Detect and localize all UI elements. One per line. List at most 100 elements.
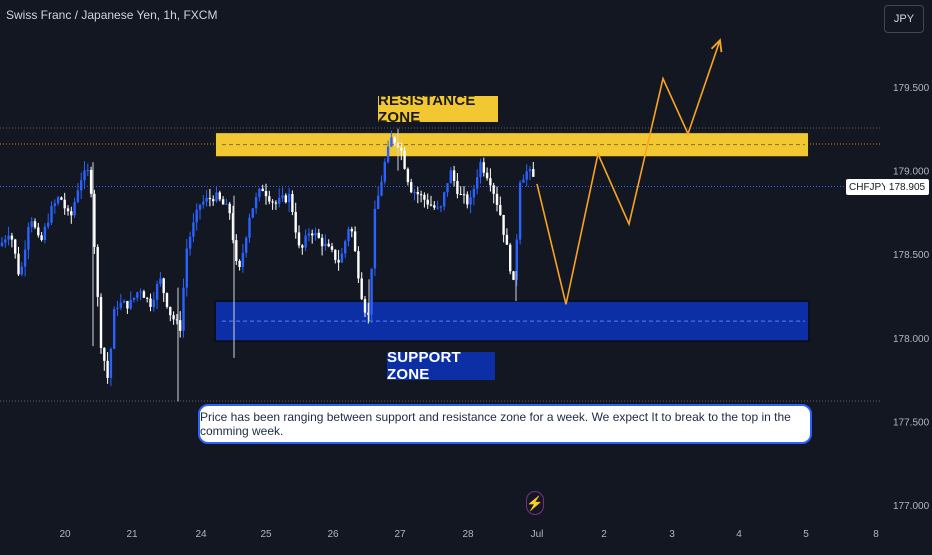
candle-body	[139, 291, 142, 293]
candle-body	[452, 170, 456, 181]
candle-body	[241, 252, 245, 268]
candle-body	[324, 243, 327, 247]
candle-body	[33, 221, 37, 228]
x-tick-label: 4	[736, 529, 742, 540]
candle-body	[198, 204, 202, 210]
candle-body	[235, 240, 238, 261]
candle-body	[7, 235, 10, 240]
candle-body	[271, 201, 274, 203]
candle-body	[459, 194, 462, 196]
candle-body	[268, 196, 271, 202]
candle-body	[66, 208, 70, 212]
candle-body	[251, 208, 254, 218]
lightning-icon[interactable]: ⚡	[526, 491, 544, 515]
candle-body	[502, 215, 505, 235]
candle-body	[393, 137, 396, 143]
candle-body	[413, 191, 416, 193]
last-price-tag: 178.905	[885, 179, 929, 195]
x-tick-label: 24	[195, 529, 207, 540]
candle-body	[423, 194, 426, 200]
candle-body	[146, 297, 149, 299]
candle-body	[245, 237, 248, 253]
candle-body	[30, 221, 33, 227]
annotation-text: Price has been ranging between support a…	[200, 410, 791, 438]
candle-body	[350, 228, 353, 232]
candle-body	[159, 278, 162, 285]
candle-body	[162, 278, 165, 294]
candle-body	[47, 222, 50, 227]
candle-body	[228, 203, 231, 214]
candle-body	[297, 232, 301, 246]
candle-body	[93, 193, 96, 248]
candle-body	[254, 197, 258, 209]
candle-body	[165, 293, 169, 307]
candle-body	[476, 177, 479, 189]
candle-body	[264, 190, 268, 197]
candle-body	[195, 209, 198, 223]
candle-body	[512, 271, 515, 280]
resistance-zone-label: RESISTANCE ZONE	[378, 92, 498, 126]
candle-body	[429, 204, 433, 206]
candle-body	[231, 213, 235, 241]
y-tick-label: 177.500	[893, 417, 930, 428]
x-tick-label: 3	[669, 529, 675, 540]
candle-body	[390, 137, 393, 147]
candle-body	[515, 239, 518, 280]
candle-body	[485, 172, 489, 179]
candle-body	[509, 244, 512, 272]
x-tick-label: 28	[462, 529, 474, 540]
candle-body	[479, 162, 482, 178]
candle-body	[106, 360, 109, 378]
candle-body	[27, 226, 30, 250]
candle-body	[532, 169, 535, 177]
candle-body	[248, 217, 251, 238]
x-tick-label: 20	[59, 529, 71, 540]
candle-body	[301, 245, 304, 248]
candle-body	[261, 188, 264, 191]
candle-body	[122, 301, 126, 303]
candle-body	[192, 222, 195, 237]
y-axis: 179.500 179.000 178.500 178.000 177.500 177.0…	[893, 83, 930, 512]
candle-body	[518, 182, 522, 240]
candle-body	[386, 146, 390, 162]
candle-body	[357, 251, 360, 279]
currency-button[interactable]: JPY	[884, 5, 924, 33]
x-tick-label: 27	[394, 529, 406, 540]
x-tick-label: 25	[260, 529, 272, 540]
candles-layer	[0, 128, 535, 402]
candle-body	[446, 183, 449, 193]
candle-body	[439, 206, 443, 208]
candle-body	[17, 253, 20, 275]
candle-body	[73, 202, 76, 216]
candle-body	[0, 242, 4, 246]
candle-body	[274, 202, 278, 204]
candle-body	[215, 192, 218, 202]
candle-body	[347, 228, 350, 242]
candle-body	[129, 299, 132, 309]
candle-body	[419, 194, 423, 196]
candle-body	[179, 320, 182, 331]
candle-body	[492, 185, 495, 194]
chart-title: Swiss Franc / Japanese Yen, 1h, FXCM	[6, 8, 218, 22]
candle-body	[221, 199, 225, 205]
candle-body	[383, 161, 386, 182]
x-axis: 20 21 24 25 26 27 28 Jul 2 3 4 5 8	[59, 529, 879, 540]
candle-body	[327, 243, 330, 247]
candle-body	[311, 233, 314, 236]
candle-body	[403, 150, 406, 169]
candle-body	[449, 170, 452, 184]
candle-body	[406, 168, 410, 183]
candle-body	[443, 192, 446, 207]
projection-arrowhead	[710, 38, 723, 53]
candle-body	[482, 162, 485, 173]
candle-body	[462, 194, 466, 196]
candle-body	[377, 195, 380, 209]
candle-body	[472, 188, 476, 198]
candle-body	[225, 203, 228, 205]
candle-body	[10, 235, 14, 240]
candle-body	[370, 268, 373, 315]
candle-body	[522, 179, 525, 183]
candle-body	[433, 205, 436, 208]
